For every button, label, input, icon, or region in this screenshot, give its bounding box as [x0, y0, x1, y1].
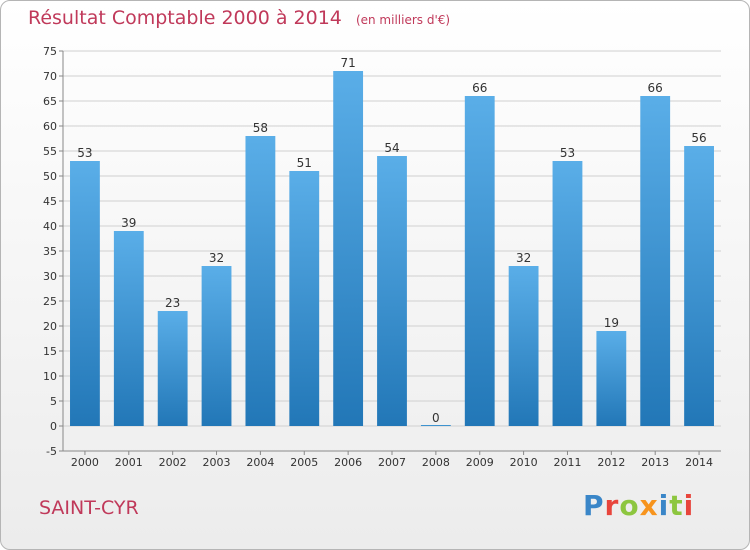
y-tick-label: 30 [43, 270, 57, 283]
x-tick-label: 2010 [510, 456, 538, 469]
y-tick-label: 55 [43, 145, 57, 158]
bar-2004 [245, 136, 276, 426]
x-tick-label: 2009 [466, 456, 494, 469]
x-tick-label: 2005 [290, 456, 318, 469]
y-tick-label: 50 [43, 170, 57, 183]
bar-2014 [684, 146, 714, 426]
chart-subtitle: (en milliers d'€) [355, 13, 451, 27]
commune-name: SAINT-CYR [39, 497, 139, 519]
x-tick-label: 2003 [203, 456, 231, 469]
chart-title-main: Résultat Comptable 2000 à 2014 [28, 7, 342, 29]
logo-letter: o [619, 489, 640, 522]
y-tick-label: 25 [43, 295, 57, 308]
data-label-2001: 39 [121, 216, 136, 230]
data-label-2011: 53 [560, 146, 575, 160]
proxiti-logo: Proxiti [583, 489, 694, 522]
data-label-2009: 66 [472, 81, 487, 95]
y-tick-label: 20 [43, 320, 57, 333]
data-label-2003: 32 [209, 251, 224, 265]
data-label-2013: 66 [648, 81, 663, 95]
bar-2007 [377, 156, 407, 426]
bar-2010 [508, 266, 539, 426]
data-label-2005: 51 [297, 156, 312, 170]
y-tick-label: 15 [43, 345, 57, 358]
logo-letter: P [583, 489, 605, 522]
x-tick-label: 2007 [378, 456, 406, 469]
data-label-2006: 71 [340, 56, 355, 70]
data-label-2007: 54 [384, 141, 399, 155]
bar-2013 [640, 96, 671, 426]
x-tick-label: 2004 [246, 456, 274, 469]
bar-2011 [552, 161, 583, 426]
logo-letter: x [639, 489, 659, 522]
x-tick-label: 2014 [685, 456, 713, 469]
bar-2005 [289, 171, 320, 426]
data-label-2004: 58 [253, 121, 268, 135]
x-tick-label: 2006 [334, 456, 362, 469]
data-label-2010: 32 [516, 251, 531, 265]
y-tick-label: 10 [43, 370, 57, 383]
bar-2006 [333, 71, 364, 426]
y-tick-label: 35 [43, 245, 57, 258]
bar-2008 [420, 425, 451, 426]
data-labels: 53 39 23 32 58 51 71 54 0 66 32 53 19 66 56 [77, 56, 706, 425]
x-tick-label: 2002 [159, 456, 187, 469]
bar-2001 [113, 231, 144, 426]
data-label-2012: 19 [604, 316, 619, 330]
bars [70, 71, 714, 426]
x-tick-label: 2011 [553, 456, 581, 469]
data-label-2014: 56 [691, 131, 706, 145]
y-tick-label: 60 [43, 120, 57, 133]
bar-2003 [201, 266, 232, 426]
data-label-2000: 53 [77, 146, 92, 160]
y-tick-label: 0 [50, 420, 57, 433]
bar-2000 [70, 161, 100, 426]
logo-letter: r [604, 489, 620, 522]
x-tick-label: 2000 [71, 456, 99, 469]
logo-letter: i [658, 489, 670, 522]
bar-2002 [157, 311, 188, 426]
logo-letter: i [683, 489, 695, 522]
bar-2012 [596, 331, 627, 426]
logo-letter: t [669, 489, 684, 522]
x-tick-label: 2008 [422, 456, 450, 469]
x-tick-label: 2001 [115, 456, 143, 469]
y-tick-label: 40 [43, 220, 57, 233]
x-tick-label: 2012 [597, 456, 625, 469]
y-tick-label: 75 [43, 45, 57, 58]
y-tick-label: 70 [43, 70, 57, 83]
chart-title: Résultat Comptable 2000 à 2014 (en milli… [28, 7, 450, 29]
data-label-2008: 0 [432, 411, 440, 425]
x-tick-label: 2013 [641, 456, 669, 469]
bar-2009 [464, 96, 495, 426]
y-tick-label: 5 [50, 395, 57, 408]
y-tick-label: 45 [43, 195, 57, 208]
y-tick-label: 65 [43, 95, 57, 108]
data-label-2002: 23 [165, 296, 180, 310]
y-tick-label: -5 [46, 445, 57, 458]
